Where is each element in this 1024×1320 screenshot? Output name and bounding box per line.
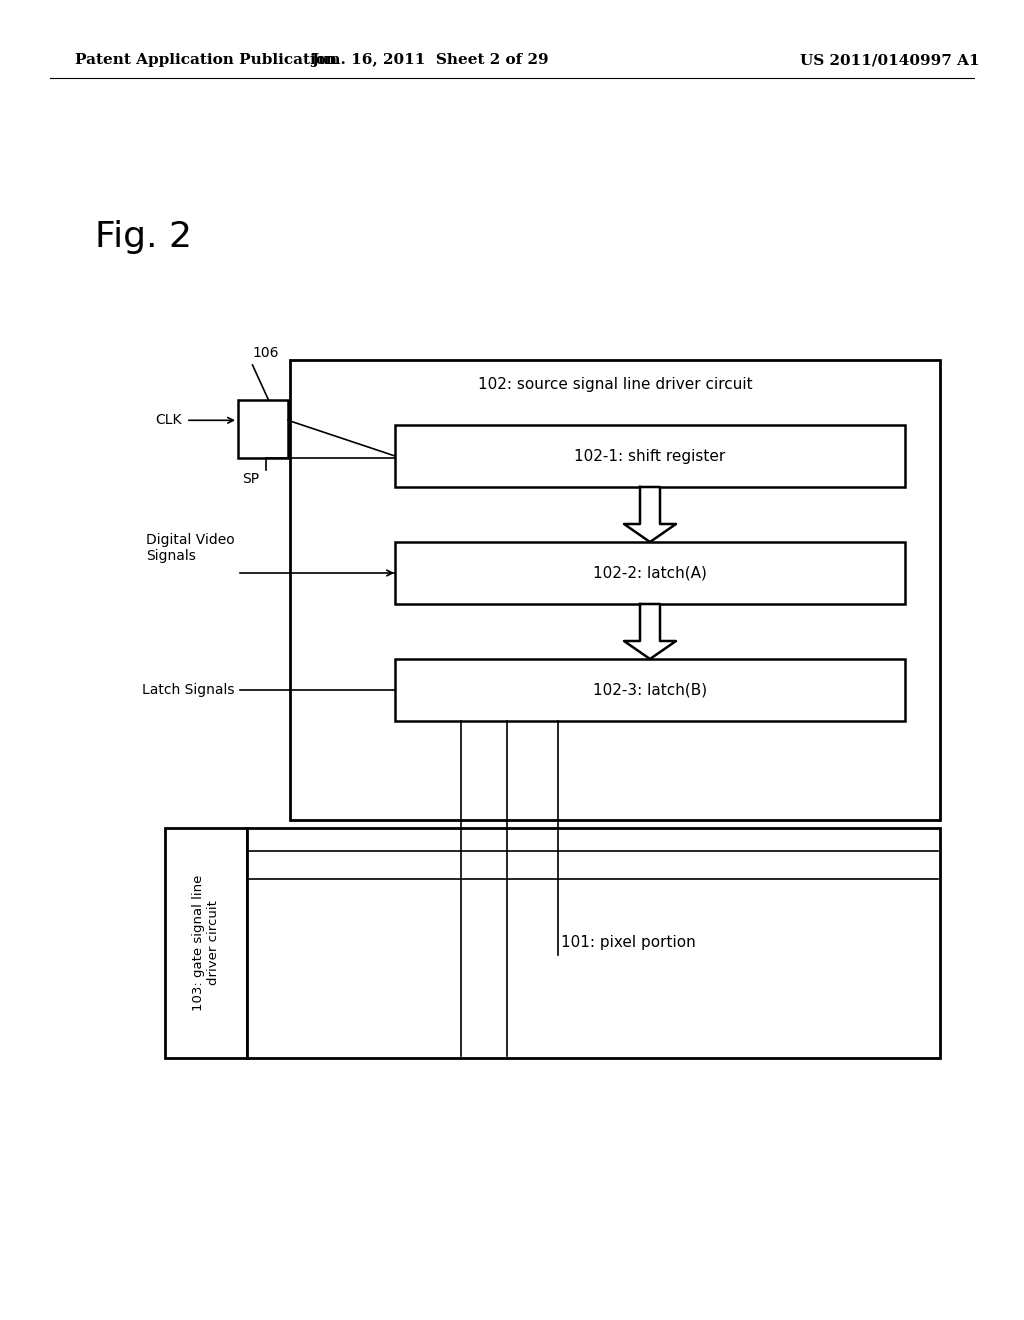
Polygon shape [624,605,676,659]
Bar [395,659,905,721]
Text: 106: 106 [253,346,279,360]
Text: 101: pixel portion: 101: pixel portion [561,936,695,950]
Text: Latch Signals: Latch Signals [142,682,234,697]
Bar [238,400,288,458]
Text: CLK: CLK [156,413,182,428]
Text: 102-3: latch(B): 102-3: latch(B) [593,682,707,697]
Bar [395,543,905,605]
Bar [247,828,940,1059]
Bar [165,828,247,1059]
Bar [395,425,905,487]
Text: 102-2: latch(A): 102-2: latch(A) [593,565,707,581]
Text: Patent Application Publication: Patent Application Publication [75,53,337,67]
Text: SP: SP [242,473,259,486]
Text: Jun. 16, 2011  Sheet 2 of 29: Jun. 16, 2011 Sheet 2 of 29 [311,53,549,67]
Text: Digital Video
Signals: Digital Video Signals [146,533,234,564]
Polygon shape [624,487,676,543]
Text: US 2011/0140997 A1: US 2011/0140997 A1 [800,53,980,67]
Text: 102: source signal line driver circuit: 102: source signal line driver circuit [477,378,753,392]
Text: 103: gate signal line
driver circuit: 103: gate signal line driver circuit [193,875,220,1011]
Text: Fig. 2: Fig. 2 [95,220,193,253]
Text: 102-1: shift register: 102-1: shift register [574,449,726,463]
Bar [290,360,940,820]
